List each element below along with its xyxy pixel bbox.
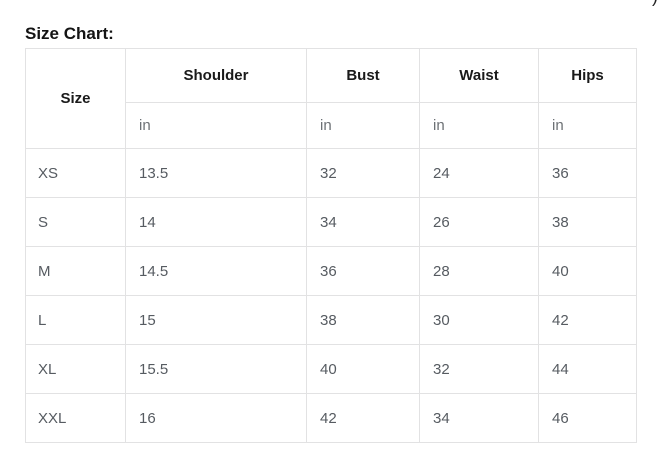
hips-value: 36 xyxy=(538,148,637,198)
size-value: L xyxy=(25,295,126,345)
unit-waist: in xyxy=(419,102,539,149)
bust-value: 38 xyxy=(306,295,420,345)
unit-hips: in xyxy=(538,102,637,149)
size-value: XS xyxy=(25,148,126,198)
hips-value: 42 xyxy=(538,295,637,345)
hips-value: 46 xyxy=(538,393,637,443)
table-body: XS 13.5 32 24 36 S 14 34 26 38 M 14.5 36… xyxy=(25,148,637,443)
hips-value: 44 xyxy=(538,344,637,394)
size-value: S xyxy=(25,197,126,247)
hips-value: 40 xyxy=(538,246,637,296)
waist-value: 34 xyxy=(419,393,539,443)
bust-value: 40 xyxy=(306,344,420,394)
waist-value: 30 xyxy=(419,295,539,345)
shoulder-value: 14 xyxy=(125,197,307,247)
table-row: L 15 38 30 42 xyxy=(25,295,637,345)
shoulder-value: 13.5 xyxy=(125,148,307,198)
bust-value: 42 xyxy=(306,393,420,443)
size-value: XL xyxy=(25,344,126,394)
shoulder-value: 16 xyxy=(125,393,307,443)
size-chart-title: Size Chart: xyxy=(25,24,114,43)
shoulder-value: 14.5 xyxy=(125,246,307,296)
bust-value: 32 xyxy=(306,148,420,198)
column-header-hips: Hips xyxy=(538,48,637,103)
waist-value: 28 xyxy=(419,246,539,296)
waist-value: 32 xyxy=(419,344,539,394)
table-row: XS 13.5 32 24 36 xyxy=(25,148,637,198)
size-value: M xyxy=(25,246,126,296)
header-row-units: in in in in xyxy=(26,102,637,149)
table-header: Size Shoulder Bust Waist Hips in in in i… xyxy=(25,48,637,149)
table-row: XXL 16 42 34 46 xyxy=(25,393,637,443)
table-row: M 14.5 36 28 40 xyxy=(25,246,637,296)
bust-value: 36 xyxy=(306,246,420,296)
shoulder-value: 15 xyxy=(125,295,307,345)
column-header-waist: Waist xyxy=(419,48,539,103)
column-header-bust: Bust xyxy=(306,48,420,103)
size-chart-table: Size Shoulder Bust Waist Hips in in in i… xyxy=(25,48,637,443)
header-row-labels: Size Shoulder Bust Waist Hips xyxy=(25,48,637,149)
unit-bust: in xyxy=(306,102,420,149)
table-row: XL 15.5 40 32 44 xyxy=(25,344,637,394)
waist-value: 26 xyxy=(419,197,539,247)
unit-shoulder: in xyxy=(125,102,307,149)
waist-value: 24 xyxy=(419,148,539,198)
bust-value: 34 xyxy=(306,197,420,247)
shoulder-value: 15.5 xyxy=(125,344,307,394)
column-header-shoulder: Shoulder xyxy=(125,48,307,103)
table-row: S 14 34 26 38 xyxy=(25,197,637,247)
column-header-size: Size xyxy=(25,48,126,149)
size-value: XXL xyxy=(25,393,126,443)
clipped-corner-glyph: ) xyxy=(652,0,658,5)
hips-value: 38 xyxy=(538,197,637,247)
